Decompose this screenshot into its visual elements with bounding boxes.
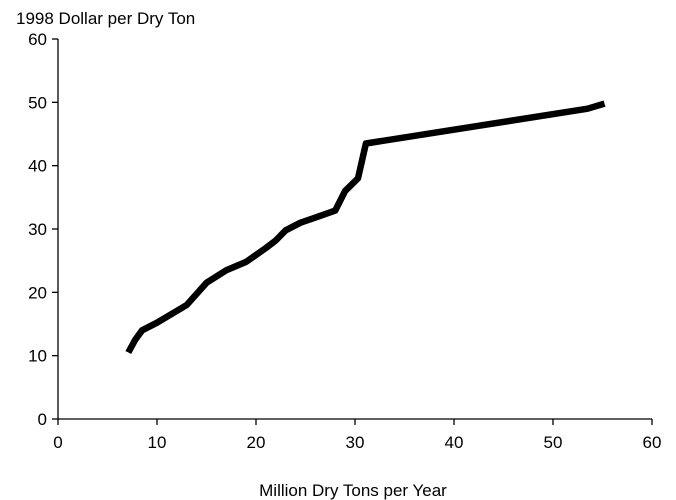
y-tick-label: 30 <box>28 220 47 239</box>
y-axis-title: 1998 Dollar per Dry Ton <box>16 9 195 28</box>
x-tick-label: 0 <box>53 433 62 452</box>
x-tick-label: 60 <box>643 433 662 452</box>
x-tick-label: 20 <box>247 433 266 452</box>
x-tick-label: 50 <box>544 433 563 452</box>
y-tick-label: 50 <box>28 93 47 112</box>
ticks-group: 0 10 20 30 40 50 60 0 10 20 30 40 50 60 <box>28 30 661 452</box>
series-line <box>125 100 606 355</box>
x-axis-title: Million Dry Tons per Year <box>259 481 447 500</box>
y-tick-label: 20 <box>28 283 47 302</box>
x-tick-label: 40 <box>445 433 464 452</box>
x-tick-label: 30 <box>346 433 365 452</box>
y-tick-label: 0 <box>38 410 47 429</box>
y-tick-label: 60 <box>28 30 47 49</box>
y-tick-label: 40 <box>28 157 47 176</box>
y-tick-label: 10 <box>28 347 47 366</box>
x-tick-label: 10 <box>148 433 167 452</box>
series-group <box>125 100 606 355</box>
